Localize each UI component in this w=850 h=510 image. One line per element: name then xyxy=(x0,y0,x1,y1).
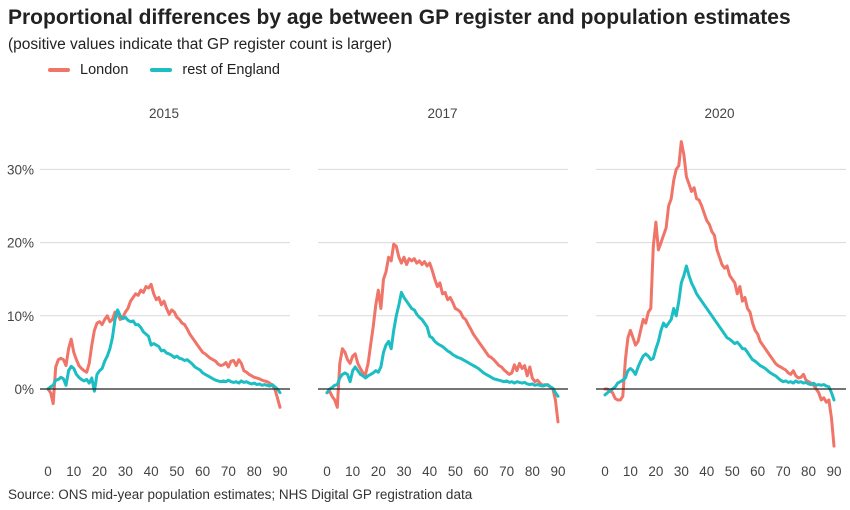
x-tick-label: 60 xyxy=(473,464,488,479)
x-tick-label: 20 xyxy=(92,464,107,479)
x-tick-label: 0 xyxy=(323,464,331,479)
x-tick-label: 50 xyxy=(725,464,740,479)
x-tick-label: 90 xyxy=(550,464,565,479)
chart-subtitle: (positive values indicate that GP regist… xyxy=(8,36,392,53)
x-tick-label: 40 xyxy=(699,464,714,479)
x-tick-label: 80 xyxy=(247,464,262,479)
legend-swatch-rest-of-england xyxy=(150,68,173,72)
series-line-london-2020 xyxy=(603,140,836,448)
x-tick-label: 0 xyxy=(601,464,609,479)
legend: London rest of England xyxy=(48,62,302,78)
x-tick-label: 80 xyxy=(525,464,540,479)
source-note: Source: ONS mid-year population estimate… xyxy=(8,487,473,502)
x-tick-label: 50 xyxy=(448,464,463,479)
y-tick-label: 0% xyxy=(14,382,34,397)
series-line-rest-of-england-2015 xyxy=(46,308,282,395)
x-tick-label: 30 xyxy=(674,464,689,479)
series-line-rest-of-england-2017 xyxy=(325,290,560,398)
legend-label-london: London xyxy=(80,62,129,78)
legend-item-london: London xyxy=(48,62,128,78)
legend-label-rest-of-england: rest of England xyxy=(182,62,280,78)
series-line-london-2015 xyxy=(46,282,282,409)
y-tick-label: 20% xyxy=(7,236,34,251)
x-tick-label: 90 xyxy=(272,464,287,479)
series-line-rest-of-england-2020 xyxy=(603,264,836,402)
panel-label-2020: 2020 xyxy=(704,106,734,121)
x-tick-label: 10 xyxy=(623,464,638,479)
x-tick-label: 20 xyxy=(371,464,386,479)
x-tick-label: 80 xyxy=(801,464,816,479)
panel-label-2015: 2015 xyxy=(149,106,179,121)
x-tick-label: 70 xyxy=(221,464,236,479)
y-tick-label: 10% xyxy=(7,309,34,324)
legend-item-rest-of-england: rest of England xyxy=(150,62,280,78)
chart-title: Proportional differences by age between … xyxy=(8,6,791,29)
x-tick-label: 20 xyxy=(648,464,663,479)
x-tick-label: 10 xyxy=(345,464,360,479)
x-tick-label: 70 xyxy=(499,464,514,479)
x-tick-label: 90 xyxy=(826,464,841,479)
legend-swatch-london xyxy=(48,68,70,72)
x-tick-label: 30 xyxy=(396,464,411,479)
panel-label-2017: 2017 xyxy=(427,106,457,121)
x-tick-label: 70 xyxy=(776,464,791,479)
x-tick-label: 60 xyxy=(750,464,765,479)
series-line-london-2017 xyxy=(325,242,560,424)
x-tick-label: 30 xyxy=(118,464,133,479)
x-tick-label: 40 xyxy=(144,464,159,479)
x-tick-label: 10 xyxy=(66,464,81,479)
x-tick-label: 0 xyxy=(44,464,52,479)
y-tick-label: 30% xyxy=(7,162,34,177)
x-tick-label: 50 xyxy=(169,464,184,479)
x-tick-label: 40 xyxy=(422,464,437,479)
x-tick-label: 60 xyxy=(195,464,210,479)
